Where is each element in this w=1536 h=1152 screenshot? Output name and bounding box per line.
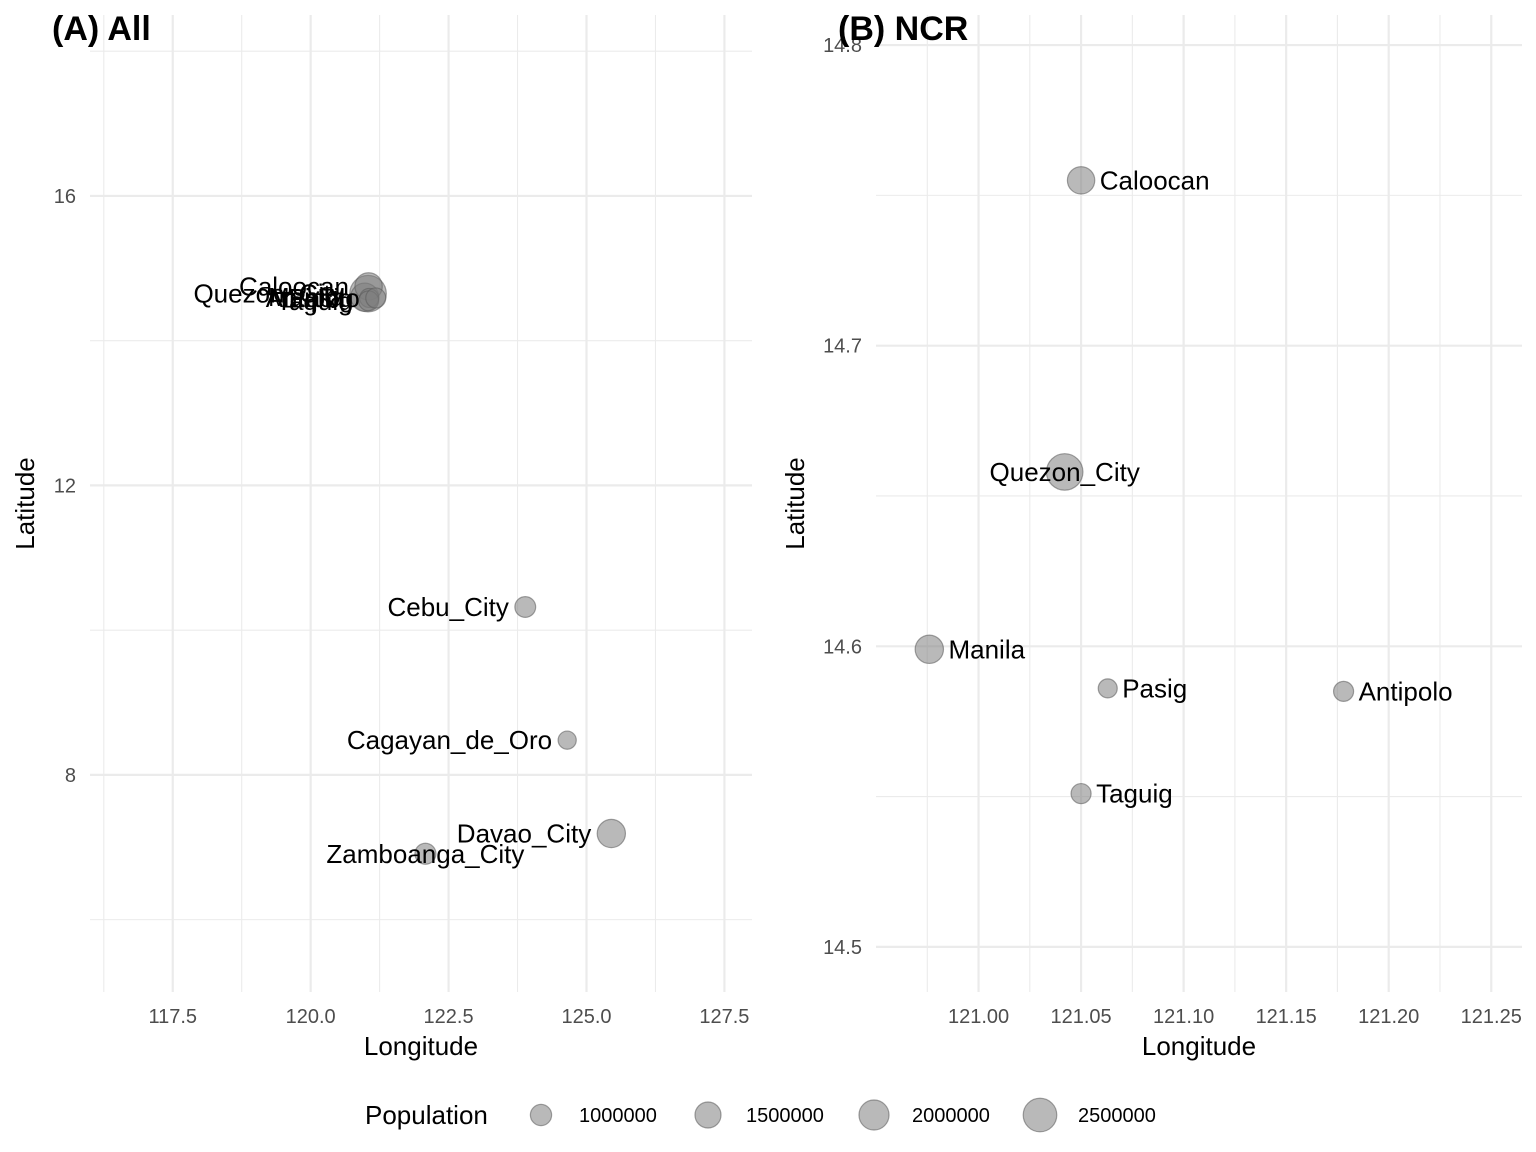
- data-point: [365, 287, 387, 309]
- legend-key: [694, 1101, 722, 1129]
- data-point: [1332, 680, 1355, 702]
- y-tick-label: 14.8: [823, 35, 862, 57]
- population-legend: Population 1000000 1500000 2000000 2500000: [365, 1097, 1156, 1133]
- y-axis-title: Latitude: [10, 457, 40, 550]
- legend-label: 2500000: [1078, 1105, 1156, 1127]
- legend-title: Population: [365, 1100, 488, 1130]
- y-tick-label: 14.7: [823, 336, 862, 358]
- y-axis-title: Latitude: [780, 457, 810, 550]
- point-label: Antipolo: [1359, 676, 1453, 706]
- legend-label: 1000000: [579, 1105, 657, 1127]
- data-point: [557, 730, 577, 750]
- point-label: Cagayan_de_Oro: [347, 725, 552, 755]
- point-label: Zamboanga_City: [326, 839, 524, 869]
- x-tick-label: 125.0: [561, 1006, 611, 1028]
- point-label: Caloocan: [1100, 165, 1210, 195]
- point-label: Pasig: [1122, 673, 1187, 703]
- panel-title: (A) All: [52, 10, 151, 48]
- panel-ncr: 121.00 121.05 121.10 121.15 121.20 121.25 14.5…: [780, 10, 1522, 1061]
- x-tick-label: 117.5: [148, 1006, 197, 1028]
- y-tick-label: 8: [65, 765, 76, 787]
- y-tick-label: 14.6: [823, 636, 862, 658]
- point-label: Pasig: [289, 283, 354, 313]
- point-label: Cebu_City: [387, 592, 508, 622]
- point-label: Quezon_City: [193, 279, 343, 309]
- x-axis-title: Longitude: [1142, 1031, 1256, 1061]
- data-point: [514, 595, 537, 618]
- point-label: Manila: [268, 282, 345, 312]
- x-tick-label: 121.10: [1153, 1006, 1214, 1028]
- legend-key: [529, 1103, 553, 1127]
- data-point: [1066, 166, 1096, 195]
- x-tick-label: 120.0: [286, 1006, 336, 1028]
- data-point: [914, 634, 945, 665]
- point-label: Taguig: [1096, 779, 1173, 809]
- legend-key: [858, 1099, 890, 1131]
- panel-title: (B) NCR: [838, 10, 968, 48]
- legend-key: [1022, 1097, 1058, 1133]
- point-label: Taguig: [276, 286, 353, 316]
- point-label: Davao_City: [457, 819, 591, 849]
- point-label: Manila: [948, 634, 1025, 664]
- panel-all: 117.5 120.0 122.5 125.0 127.5 8 12 16 Longitude L…: [10, 10, 752, 1061]
- data-point: [1097, 678, 1118, 699]
- x-tick-label: 121.25: [1461, 1006, 1522, 1028]
- x-tick-label: 121.20: [1358, 1006, 1419, 1028]
- x-tick-label: 127.5: [699, 1006, 749, 1028]
- data-point: [414, 842, 437, 865]
- x-tick-label: 121.05: [1050, 1006, 1111, 1028]
- data-point: [1045, 453, 1084, 491]
- point-label: Quezon_City: [990, 457, 1140, 487]
- x-axis-title: Longitude: [364, 1031, 478, 1061]
- y-tick-label: 12: [54, 475, 76, 497]
- y-tick-label: 16: [54, 186, 76, 208]
- legend-label: 1500000: [746, 1105, 824, 1127]
- x-tick-label: 121.00: [948, 1006, 1009, 1028]
- x-tick-label: 122.5: [424, 1006, 474, 1028]
- point-label: Antipolo: [266, 283, 360, 313]
- y-tick-label: 14.5: [823, 937, 862, 959]
- x-tick-label: 121.15: [1256, 1006, 1317, 1028]
- legend-label: 2000000: [912, 1105, 990, 1127]
- point-label: Caloocan: [239, 271, 349, 301]
- data-point: [1070, 782, 1092, 805]
- data-point: [596, 818, 627, 849]
